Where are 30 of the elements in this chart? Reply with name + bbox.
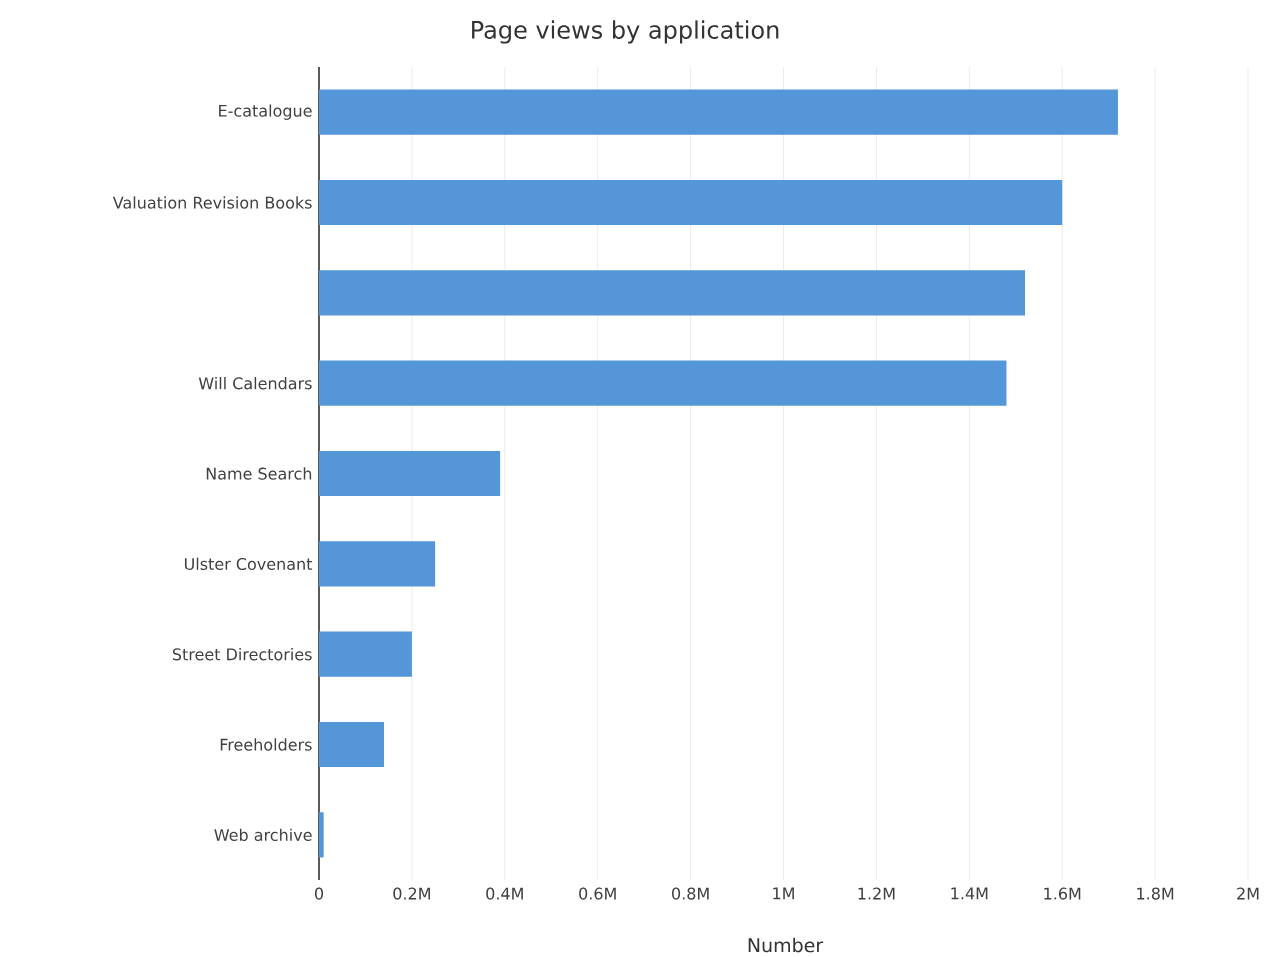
bar — [319, 631, 412, 677]
bar — [319, 89, 1118, 135]
y-tick-label: Ulster Covenant — [184, 557, 313, 571]
x-tick-label: 1.6M — [1044, 887, 1081, 900]
x-tick-label: 0.8M — [672, 887, 709, 900]
y-tick-label: Web archive — [214, 828, 312, 842]
y-tick-label: Valuation Revision Books — [112, 196, 312, 209]
bar — [319, 541, 436, 587]
bar — [319, 270, 1026, 316]
bar — [319, 450, 501, 497]
bar — [319, 721, 385, 768]
y-tick-label: Will Calendars — [198, 376, 312, 390]
x-tick-label: 1.4M — [951, 887, 988, 900]
x-tick-label: 2M — [1237, 887, 1259, 900]
chart-title: Page views by application — [472, 20, 779, 44]
x-tick-label: 1M — [773, 887, 794, 900]
bar — [319, 179, 1063, 226]
x-tick-label: 0.4M — [486, 887, 523, 900]
y-tick-label: Name Search — [206, 467, 312, 480]
x-axis-title: Number — [748, 937, 824, 953]
y-tick-label: Freeholders — [220, 738, 312, 751]
bar — [319, 812, 324, 858]
x-tick-label: 0 — [314, 887, 324, 900]
x-tick-label: 1.2M — [858, 887, 895, 900]
x-tick-label: 1.8M — [1137, 887, 1174, 900]
y-tick-label: E-catalogue — [219, 104, 312, 120]
x-tick-label: 0.2M — [393, 887, 430, 900]
x-tick-label: 0.6M — [579, 887, 616, 900]
bar — [319, 360, 1007, 406]
y-tick-label: Street Directories — [172, 647, 312, 661]
